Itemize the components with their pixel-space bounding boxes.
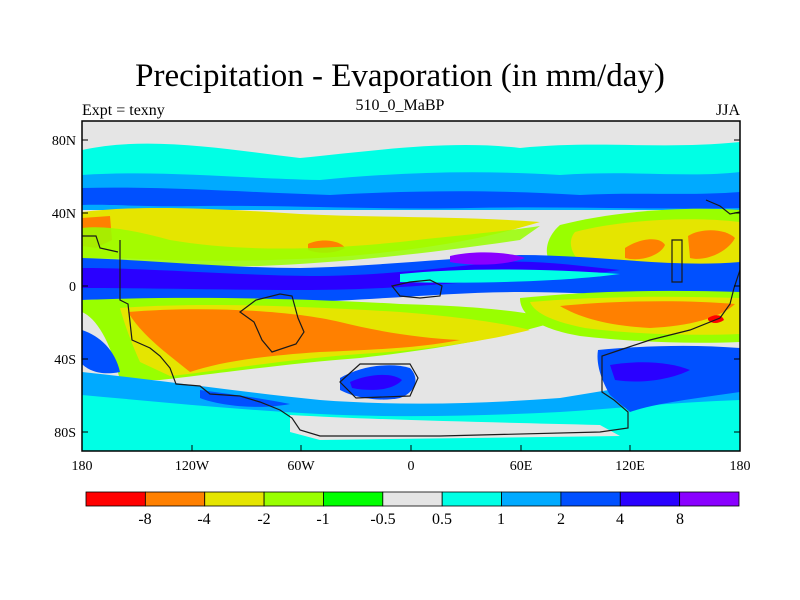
- colorbar-box: [619, 491, 681, 507]
- colorbar-box: [501, 491, 562, 507]
- south-blue-patch-west: [82, 330, 120, 374]
- lon-label-180w: 180: [72, 459, 93, 474]
- experiment-label: Expt = texny: [82, 102, 165, 119]
- period-label: 510_0_MaBP: [355, 97, 445, 114]
- longitude-ticks: [81, 445, 741, 451]
- continent-south-outline: [339, 363, 419, 399]
- lat-label-80n: 80N: [52, 134, 76, 149]
- colorbar-box: [323, 491, 384, 507]
- colorbar-label: 4: [616, 511, 624, 528]
- colorbar-labels: -8 -4 -2 -1 -0.5 0.5 1 2 4 8: [138, 511, 684, 528]
- colorbar-box: [144, 491, 206, 507]
- latitude-labels: 80N 40N 0 40S 80S: [52, 134, 76, 441]
- south-blue-patch-mid: [200, 390, 290, 407]
- colorbar-box: [560, 491, 621, 507]
- north-blue-band: [82, 187, 740, 209]
- equatorial-purple-patch: [450, 252, 525, 265]
- season-label: JJA: [715, 102, 740, 119]
- lon-label-120w: 120W: [175, 459, 210, 474]
- colorbar-box: [382, 491, 443, 507]
- southern-ocean-darkblue-patch: [350, 374, 402, 390]
- equatorial-cyan-wisp: [400, 269, 620, 283]
- continent-west-edge-outline: [82, 235, 119, 253]
- colorbar: -8 -4 -2 -1 -0.5 0.5 1 2 4 8: [85, 491, 740, 528]
- equatorial-darkblue-belt: [82, 261, 620, 290]
- continent-equator-outline: [390, 279, 443, 299]
- colorbar-box: [85, 491, 146, 507]
- lon-label-180e: 180: [730, 459, 751, 474]
- colorbar-label: -1: [316, 511, 329, 528]
- continent-outlines: [82, 199, 740, 437]
- lat-label-0: 0: [69, 280, 76, 295]
- colorbar-box: [263, 491, 324, 507]
- colorbar-label: -0.5: [370, 511, 395, 528]
- longitude-labels: 180 120W 60W 0 60E 120E 180: [72, 459, 751, 474]
- lon-label-60w: 60W: [287, 459, 315, 474]
- map-field: [82, 121, 740, 451]
- lon-label-0: 0: [408, 459, 415, 474]
- continent-west-outline: [119, 240, 740, 437]
- east-orange-patch-2: [688, 230, 735, 259]
- continent-east-outline: [671, 239, 683, 283]
- colorbar-label: 0.5: [432, 511, 452, 528]
- south-east-orange-belt: [560, 301, 735, 328]
- colorbar-label: 8: [676, 511, 684, 528]
- lat-label-80s: 80S: [54, 426, 76, 441]
- colorbar-label: 2: [557, 511, 565, 528]
- colorbar-boxes: [85, 491, 740, 507]
- colorbar-label: -4: [197, 511, 210, 528]
- south-blue-patch-east: [597, 345, 740, 412]
- colorbar-box: [204, 491, 265, 507]
- lat-label-40n: 40N: [52, 207, 76, 222]
- colorbar-label: -8: [138, 511, 151, 528]
- colorbar-label: -2: [257, 511, 270, 528]
- colorbar-box: [441, 491, 502, 507]
- lon-label-120e: 120E: [615, 459, 645, 474]
- north-green-band: [82, 226, 540, 267]
- south-darkblue-patch-east: [610, 362, 690, 382]
- south-orange-belt: [128, 309, 460, 372]
- east-orange-patch: [625, 239, 665, 260]
- map-title: Precipitation - Evaporation (in mm/day): [135, 58, 665, 94]
- lat-label-40s: 40S: [54, 353, 76, 368]
- continent-mid-outline: [238, 293, 305, 353]
- colorbar-label: 1: [497, 511, 505, 528]
- colorbar-box: [679, 491, 740, 507]
- latitude-ticks: [82, 139, 740, 433]
- lon-label-60e: 60E: [510, 459, 533, 474]
